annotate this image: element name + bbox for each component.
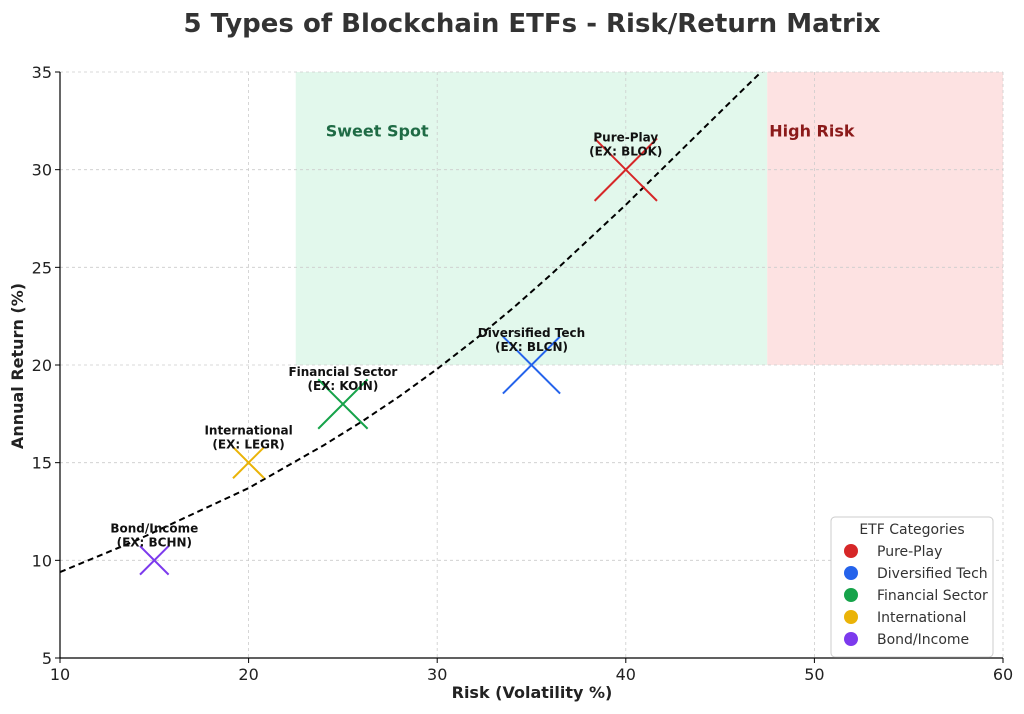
legend-entry-0: Pure-Play	[877, 544, 942, 560]
point-2: Financial Sector(EX: KOIN)	[288, 365, 397, 430]
point-marker-stroke-b-2	[317, 378, 369, 430]
y-tick-label-2: 15	[32, 454, 52, 473]
point-label-example-3: (EX: LEGR)	[212, 438, 284, 452]
y-tick-label-1: 10	[32, 551, 52, 570]
point-1: Diversified Tech(EX: BLCN)	[478, 326, 585, 395]
zone-label-1: High Risk	[769, 122, 855, 141]
point-label-name-3: International	[204, 424, 292, 438]
point-4: Bond/Income(EX: BCHN)	[110, 521, 198, 576]
point-3: International(EX: LEGR)	[204, 424, 293, 479]
point-marker-stroke-b-3	[232, 446, 265, 479]
y-tick-label-6: 35	[32, 63, 52, 82]
point-label-name-2: Financial Sector	[288, 365, 397, 379]
zone-0	[295, 72, 768, 365]
x-tick-label-5: 60	[993, 665, 1013, 684]
legend-entry-1: Diversified Tech	[877, 566, 988, 582]
point-label-example-4: (EX: BCHN)	[117, 535, 192, 549]
legend-swatch-4	[844, 632, 858, 646]
point-marker-stroke-b-1	[502, 335, 561, 395]
legend-swatch-1	[844, 566, 858, 580]
point-label-name-0: Pure-Play	[593, 131, 658, 145]
y-tick-label-5: 30	[32, 161, 52, 180]
legend-entry-2: Financial Sector	[877, 588, 988, 604]
point-label-name-4: Bond/Income	[110, 521, 198, 535]
legend-swatch-0	[844, 544, 858, 558]
y-tick-label-0: 5	[42, 649, 52, 668]
zone-1	[767, 72, 1003, 365]
y-tick-label-4: 25	[32, 258, 52, 277]
chart-title: 5 Types of Blockchain ETFs - Risk/Return…	[183, 9, 880, 39]
point-label-name-1: Diversified Tech	[478, 326, 585, 340]
x-tick-label-3: 40	[616, 665, 636, 684]
zones-layer	[295, 72, 1003, 365]
point-0: Pure-Play(EX: BLOK)	[589, 131, 662, 202]
points-layer: Pure-Play(EX: BLOK)Diversified Tech(EX: …	[110, 131, 662, 576]
legend-swatch-3	[844, 610, 858, 624]
legend-box	[830, 516, 994, 658]
x-tick-label-0: 10	[50, 665, 70, 684]
y-tick-label-3: 20	[32, 356, 52, 375]
legend: ETF Categories Pure-Play Diversified Tech F…	[830, 516, 994, 658]
x-tick-label-1: 20	[238, 665, 258, 684]
x-tick-label-2: 30	[427, 665, 447, 684]
point-marker-stroke-b-4	[139, 545, 170, 576]
zone-label-0: Sweet Spot	[326, 122, 429, 141]
point-label-example-1: (EX: BLCN)	[495, 340, 568, 354]
legend-entry-4: Bond/Income	[877, 632, 969, 648]
legend-entry-3: International	[877, 610, 966, 626]
x-tick-label-4: 50	[804, 665, 824, 684]
point-label-example-2: (EX: KOIN)	[307, 379, 378, 393]
point-marker-stroke-b-0	[593, 137, 658, 202]
y-axis-label: Annual Return (%)	[8, 283, 27, 449]
point-label-example-0: (EX: BLOK)	[589, 145, 662, 159]
curve-layer	[60, 72, 763, 574]
x-axis-label: Risk (Volatility %)	[452, 683, 613, 702]
legend-title: ETF Categories	[859, 522, 964, 538]
trend-curve	[60, 72, 763, 574]
legend-swatch-2	[844, 588, 858, 602]
